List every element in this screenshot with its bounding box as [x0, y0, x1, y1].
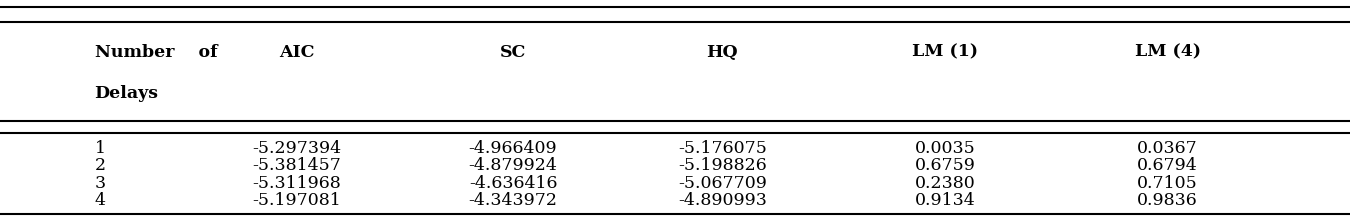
Text: -5.067709: -5.067709 — [678, 175, 767, 192]
Text: LM (4): LM (4) — [1135, 44, 1200, 61]
Text: Delays: Delays — [95, 85, 158, 102]
Text: 0.9134: 0.9134 — [914, 192, 975, 209]
Text: LM (1): LM (1) — [913, 44, 977, 61]
Text: HQ: HQ — [706, 44, 738, 61]
Text: -4.890993: -4.890993 — [678, 192, 767, 209]
Text: -5.176075: -5.176075 — [678, 140, 767, 157]
Text: 0.2380: 0.2380 — [914, 175, 975, 192]
Text: 4: 4 — [95, 192, 105, 209]
Text: -4.966409: -4.966409 — [468, 140, 558, 157]
Text: -5.198826: -5.198826 — [678, 157, 767, 174]
Text: 1: 1 — [95, 140, 105, 157]
Text: -4.879924: -4.879924 — [468, 157, 558, 174]
Text: AIC: AIC — [279, 44, 315, 61]
Text: 0.6759: 0.6759 — [914, 157, 976, 174]
Text: SC: SC — [500, 44, 526, 61]
Text: -4.343972: -4.343972 — [468, 192, 558, 209]
Text: 0.0367: 0.0367 — [1137, 140, 1199, 157]
Text: 0.9836: 0.9836 — [1137, 192, 1199, 209]
Text: -4.636416: -4.636416 — [468, 175, 558, 192]
Text: Number    of: Number of — [95, 44, 217, 61]
Text: -5.197081: -5.197081 — [252, 192, 342, 209]
Text: 3: 3 — [95, 175, 105, 192]
Text: 0.6794: 0.6794 — [1137, 157, 1199, 174]
Text: -5.311968: -5.311968 — [252, 175, 342, 192]
Text: 0.7105: 0.7105 — [1137, 175, 1199, 192]
Text: 0.0035: 0.0035 — [914, 140, 975, 157]
Text: 2: 2 — [95, 157, 105, 174]
Text: -5.381457: -5.381457 — [252, 157, 342, 174]
Text: -5.297394: -5.297394 — [252, 140, 342, 157]
